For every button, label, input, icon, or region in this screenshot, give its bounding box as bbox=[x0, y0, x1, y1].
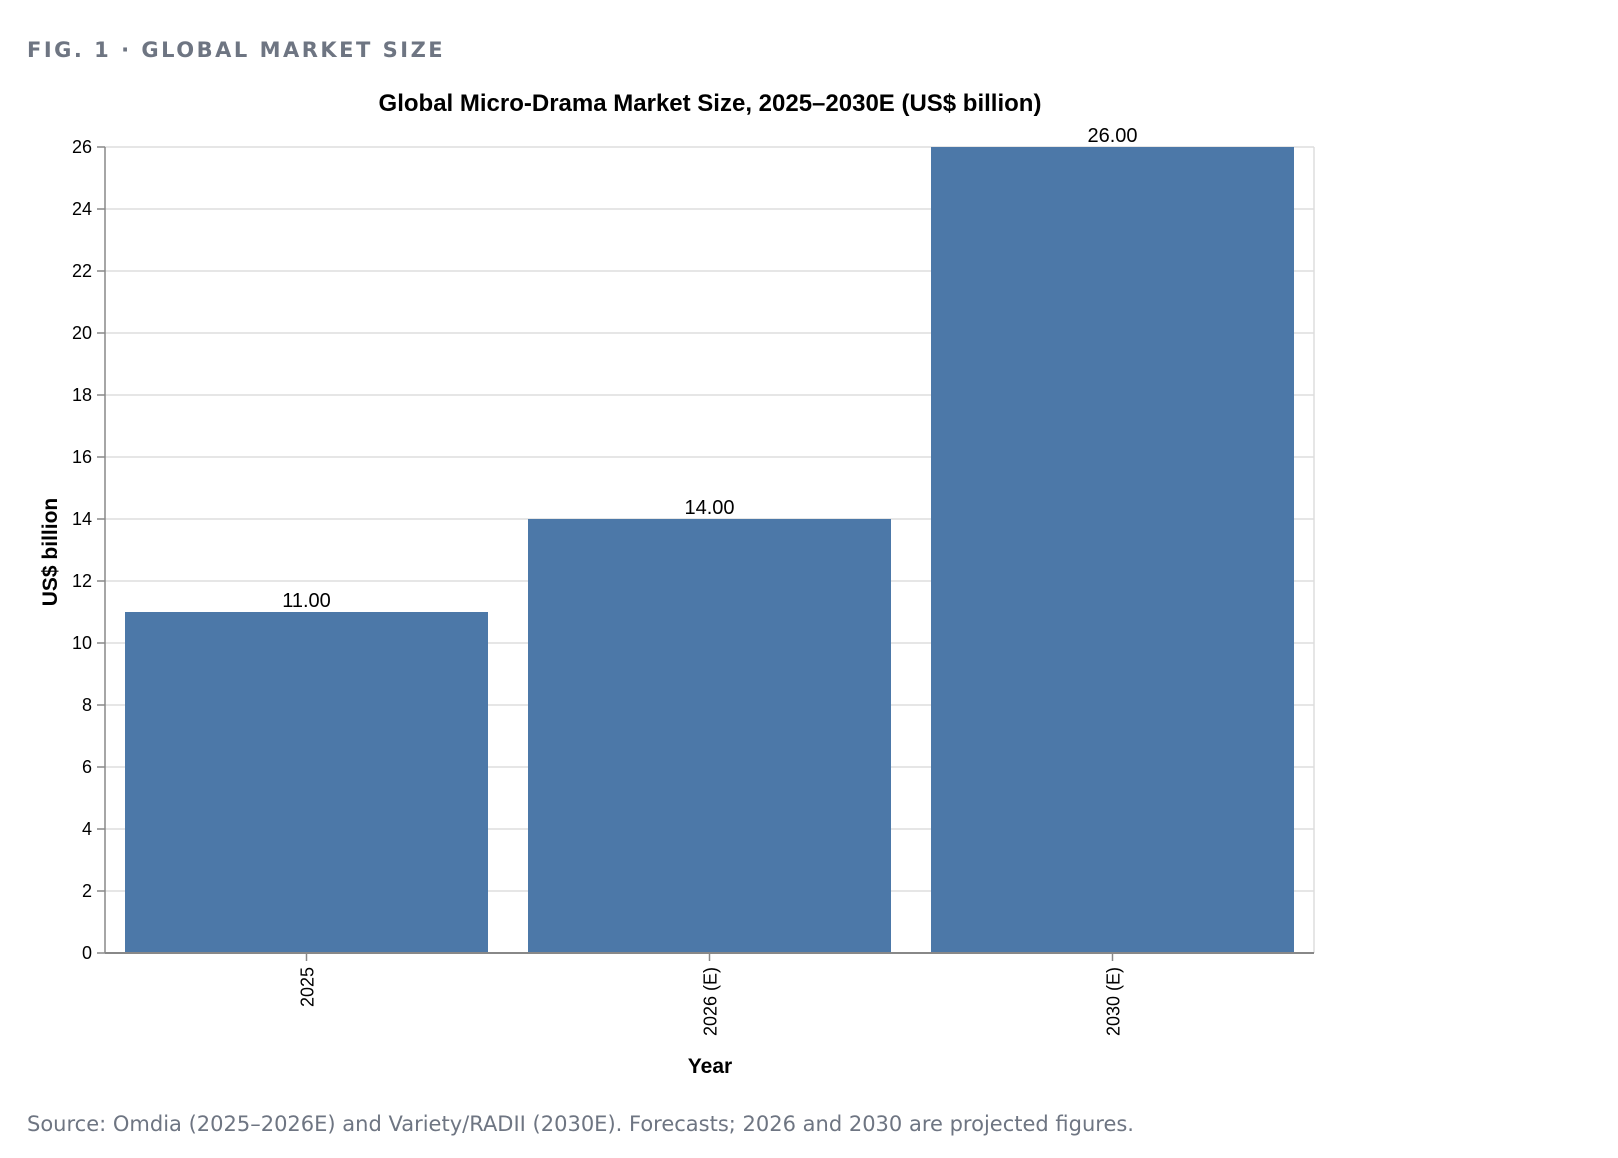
bar-chart: Global Micro-Drama Market Size, 2025–203… bbox=[39, 90, 1315, 1078]
y-tick-label: 18 bbox=[72, 385, 92, 405]
value-label: 14.00 bbox=[684, 497, 734, 519]
value-labels: 11.00 14.00 26.00 bbox=[282, 125, 1137, 612]
bar-2026-E bbox=[528, 519, 891, 953]
value-label: 26.00 bbox=[1087, 125, 1137, 147]
y-tick-label: 22 bbox=[72, 261, 92, 281]
x-tick-label: 2030 (E) bbox=[1104, 967, 1124, 1036]
x-tick-label: 2026 (E) bbox=[701, 967, 721, 1036]
y-tick-label: 26 bbox=[72, 137, 92, 157]
bar-2030-E bbox=[931, 147, 1294, 953]
y-tick-label: 10 bbox=[72, 633, 92, 653]
bars bbox=[125, 147, 1294, 953]
y-tick-label: 4 bbox=[82, 819, 92, 839]
source-note: Source: Omdia (2025–2026E) and Variety/R… bbox=[27, 1112, 1134, 1136]
y-tick-label: 0 bbox=[82, 943, 92, 963]
x-axis-title: Year bbox=[688, 1055, 732, 1078]
y-axis-title: US$ billion bbox=[39, 498, 62, 607]
bar-2025 bbox=[125, 612, 488, 953]
y-tick-label: 24 bbox=[72, 199, 92, 219]
value-label: 11.00 bbox=[282, 590, 331, 612]
figure-label: FIG. 1 · GLOBAL MARKET SIZE bbox=[27, 38, 446, 62]
y-tick-label: 6 bbox=[82, 757, 92, 777]
y-tick-label: 2 bbox=[82, 881, 92, 901]
y-tick-label: 16 bbox=[72, 447, 92, 467]
chart-title: Global Micro-Drama Market Size, 2025–203… bbox=[379, 90, 1042, 117]
y-tick-label: 20 bbox=[72, 323, 92, 343]
y-tick-label: 8 bbox=[82, 695, 92, 715]
x-tick-label: 2025 bbox=[298, 967, 318, 1007]
y-tick-label: 14 bbox=[72, 509, 92, 529]
y-tick-label: 12 bbox=[72, 571, 92, 591]
